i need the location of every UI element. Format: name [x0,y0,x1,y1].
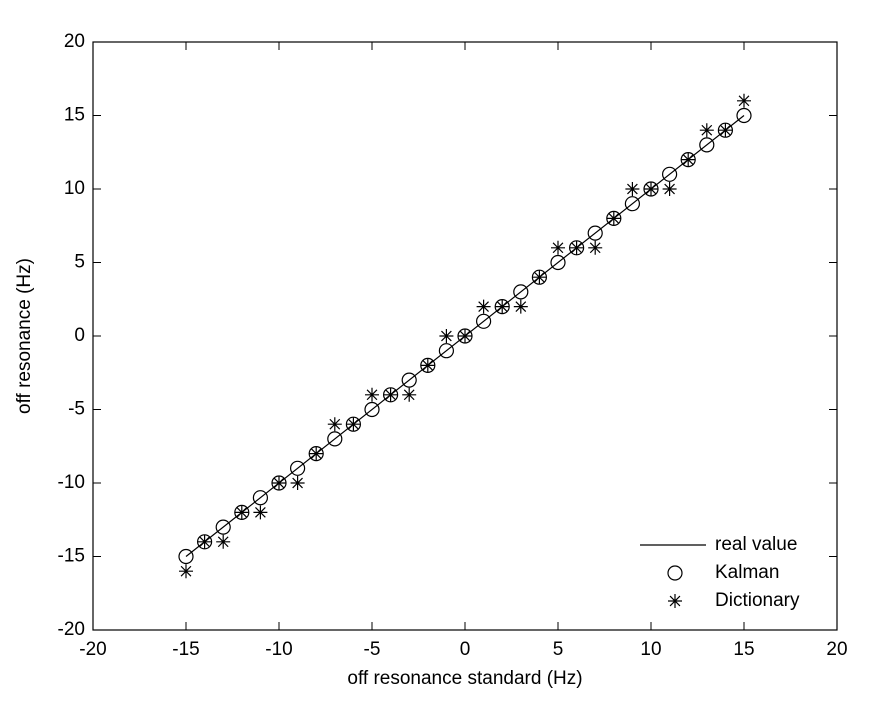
x-tick-label: 20 [826,639,847,660]
star-marker [234,505,249,520]
legend-marker [667,565,683,581]
circle-marker [736,107,752,124]
x-tick-label: 10 [640,639,661,660]
y-tick-label: -15 [58,546,85,567]
star-marker [662,182,677,196]
circle-marker [699,137,715,153]
x-tick-label: 5 [553,639,564,660]
star-marker [681,152,696,167]
y-tick-label: -20 [58,619,85,640]
star-marker [402,387,417,402]
star-marker [476,299,491,314]
circle-marker [550,254,566,271]
circle-marker [178,548,194,565]
legend-label: Dictionary [715,590,800,611]
circle-marker [624,196,641,212]
x-tick-label: -15 [172,639,199,660]
star-marker [179,564,193,579]
star-marker [253,505,268,520]
y-tick-label: 5 [74,252,85,273]
circle-marker [252,490,268,506]
star-marker [588,240,603,255]
x-tick-label: -20 [79,639,106,660]
star-marker [216,534,231,549]
x-tick-label: -5 [364,639,381,660]
circle-marker [401,372,417,388]
star-marker [513,299,528,314]
star-marker [272,476,286,490]
circle-marker [587,225,603,241]
circle-marker [290,460,306,476]
star-marker [458,329,472,343]
legend-marker [668,594,682,608]
star-marker [290,476,305,490]
circle-marker [438,343,454,359]
star-marker [309,446,324,461]
star-marker [495,299,510,314]
circle-marker [364,401,380,418]
x-tick-label: -10 [265,639,292,660]
y-tick-label: 15 [64,105,85,126]
star-marker [327,417,342,432]
star-marker [365,387,379,402]
x-axis-label: off resonance standard (Hz) [347,668,582,689]
star-marker [439,329,454,343]
circle-marker [327,431,343,447]
star-marker [420,358,435,373]
y-tick-label: 0 [74,325,85,346]
x-tick-label: 0 [460,639,471,660]
x-tick-label: 15 [733,639,754,660]
circle-marker [476,313,492,329]
circle-marker [661,166,678,182]
circle-marker [215,519,231,535]
y-tick-label: 10 [64,178,85,199]
legend-label: Kalman [715,562,779,583]
y-tick-label: -5 [68,399,85,420]
star-marker [532,270,547,285]
y-axis-label: off resonance (Hz) [14,258,35,414]
star-marker [383,387,398,402]
star-marker [551,240,565,255]
star-marker [699,123,714,138]
star-marker [606,211,621,226]
star-marker [346,417,361,432]
y-tick-label: 20 [64,31,85,52]
legend-label: real value [715,534,797,555]
star-marker [718,123,733,138]
star-marker [625,182,640,196]
circle-marker [513,284,529,300]
star-marker [737,93,751,108]
y-tick-label: -10 [58,472,85,493]
star-marker [569,240,584,255]
star-marker [644,182,658,196]
star-marker [197,534,212,549]
